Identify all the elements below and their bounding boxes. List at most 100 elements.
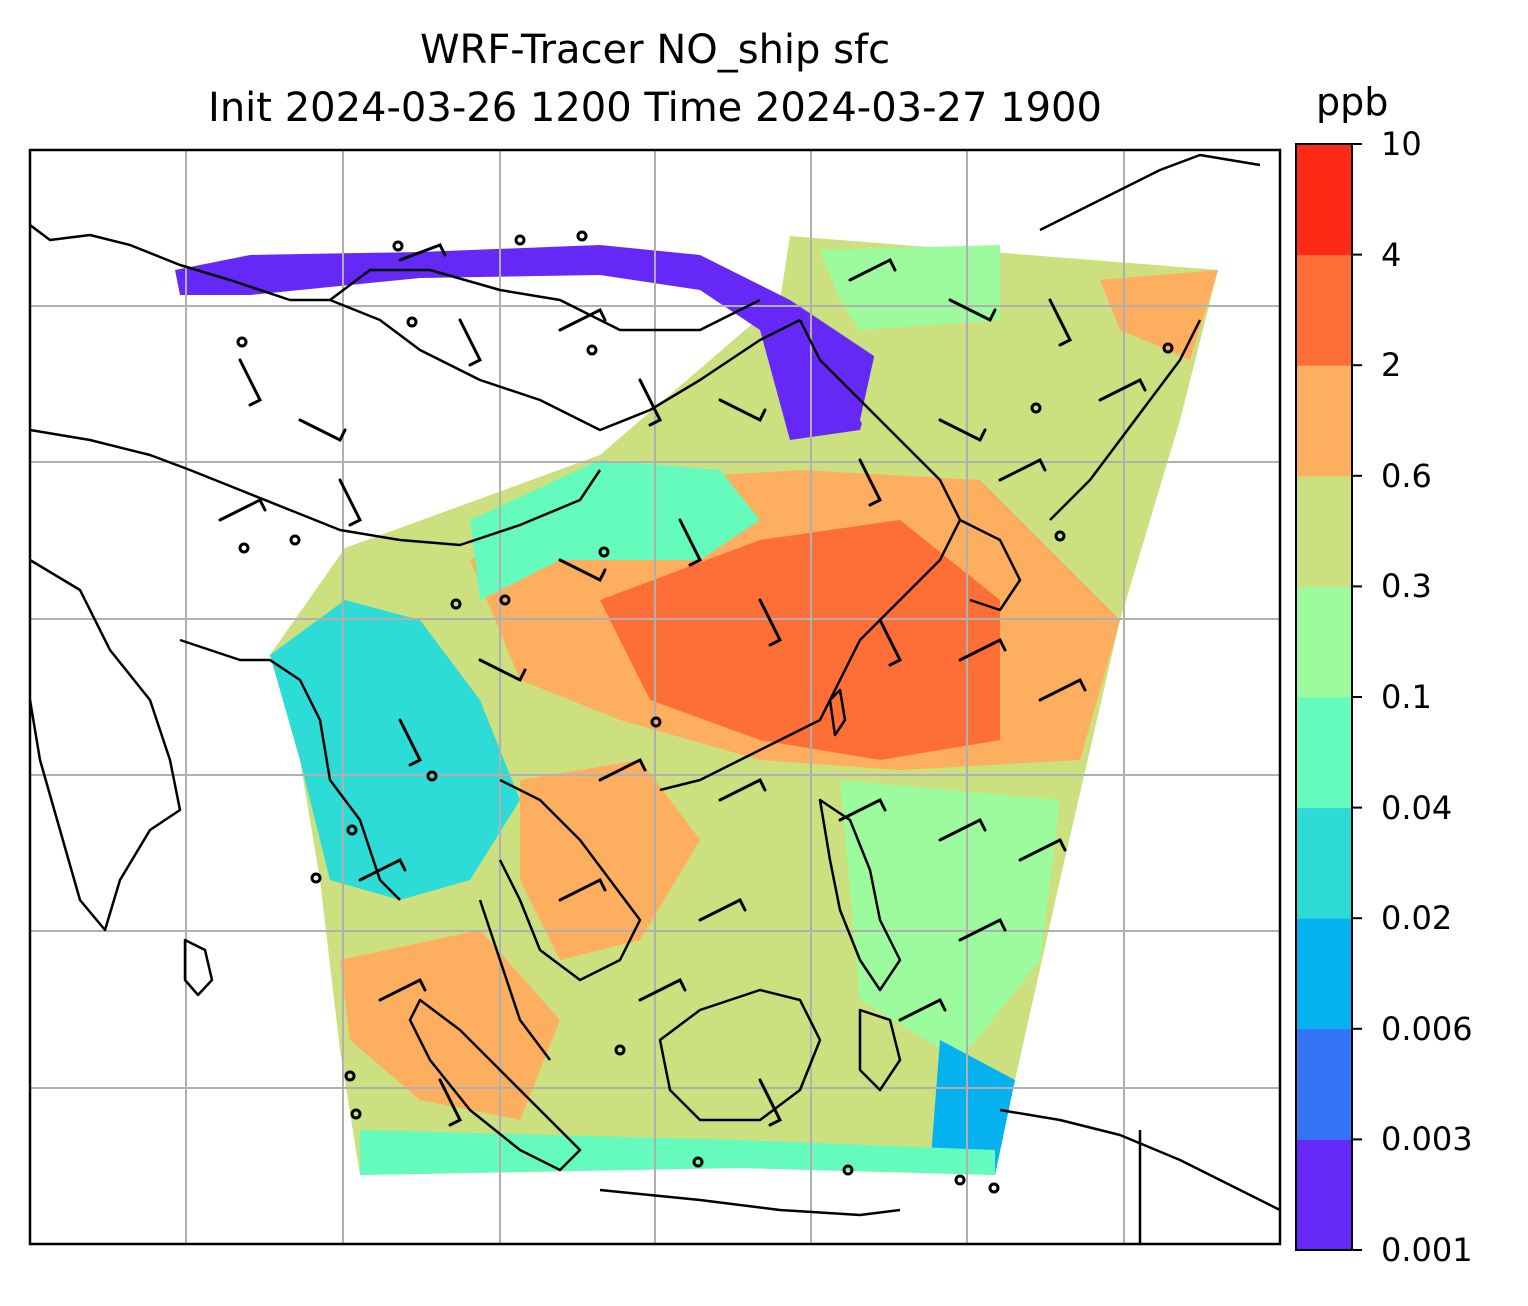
calm-circle <box>598 546 610 558</box>
map-title-line1: WRF-Tracer NO_ship sfc <box>419 27 891 73</box>
calm-circle <box>346 824 358 836</box>
calm-circle <box>392 240 404 252</box>
wind-barb <box>638 378 663 427</box>
field-west-green <box>470 460 760 600</box>
calm-circle <box>289 534 301 546</box>
sri-lanka-coastline <box>183 938 214 997</box>
wind-barb <box>838 797 887 822</box>
calm-circle <box>988 1182 1000 1194</box>
colorbar-band <box>1296 1028 1352 1140</box>
colorbar-ticks <box>1352 143 1362 1251</box>
wind-barb <box>898 997 947 1022</box>
calm-circle <box>406 316 418 328</box>
field-green-north <box>820 245 1000 330</box>
russia-far-east <box>1039 153 1261 232</box>
calm-circle <box>450 598 462 610</box>
wind-barb <box>958 917 1007 942</box>
wind-barb <box>848 257 897 282</box>
china-coast <box>659 319 962 792</box>
calm-circle <box>514 234 526 246</box>
colorbar-band <box>1296 475 1352 587</box>
wind-barb <box>948 298 997 323</box>
wind-barb <box>338 478 363 527</box>
colorbar-band <box>1296 365 1352 477</box>
wind-barb <box>398 718 423 767</box>
colorbar-band <box>1296 807 1352 919</box>
wind-barb <box>758 1078 783 1127</box>
field-south-green <box>840 780 1060 1060</box>
wind-barb <box>558 307 607 332</box>
field-china-red <box>600 520 1000 760</box>
colorbar-tick-label: 0.003 <box>1381 1120 1473 1159</box>
colorbar-tick-label: 0.02 <box>1381 899 1453 938</box>
colorbar-band <box>1296 254 1352 366</box>
mongolia-border <box>329 268 761 332</box>
calm-circle <box>954 1174 966 1186</box>
indochina-coast <box>498 778 642 982</box>
colorbar-tick-label: 0.3 <box>1381 567 1432 606</box>
wind-barb <box>598 757 647 782</box>
calm-wind-circles <box>236 230 1174 1194</box>
calm-circle <box>426 770 438 782</box>
calm-circle <box>238 542 250 554</box>
field-southeast-blue <box>930 1040 1015 1175</box>
calm-circle <box>692 1156 704 1168</box>
calm-circle <box>344 1070 356 1082</box>
colorbar-unit-label: ppb <box>1316 80 1389 124</box>
colorbar-band <box>1296 144 1352 256</box>
colorbar-tick-label: 0.006 <box>1381 1009 1473 1048</box>
wind-barb <box>1018 837 1067 862</box>
wind-barb <box>1048 298 1073 347</box>
map-frame <box>28 148 1282 1246</box>
wind-barb <box>1038 677 1087 702</box>
wind-barb <box>358 857 407 882</box>
field-west-cyan <box>270 600 520 900</box>
calm-circle <box>614 1044 626 1056</box>
calm-circle <box>576 230 588 242</box>
wind-barb <box>398 243 447 262</box>
himalaya-border <box>30 428 602 547</box>
calm-circle <box>1054 530 1066 542</box>
wind-barb <box>638 977 687 1002</box>
calm-circle <box>310 872 322 884</box>
calm-circle <box>842 1164 854 1176</box>
field-northeast-orange <box>1100 270 1218 360</box>
malay-peninsula <box>478 899 551 1061</box>
wind-barb <box>998 457 1047 482</box>
java-coast <box>599 1188 901 1217</box>
wind-barb <box>378 977 427 1002</box>
northern-border <box>30 224 801 432</box>
colorbar-band <box>1296 697 1352 809</box>
colorbar-tick-label: 0.1 <box>1381 678 1432 716</box>
colorbar-bands <box>1296 144 1352 1251</box>
calm-circle <box>650 716 662 728</box>
wind-barb <box>458 318 483 367</box>
wind-barb <box>878 618 903 667</box>
coastlines <box>30 153 1280 1244</box>
colorbar-band <box>1296 586 1352 698</box>
wind-barb <box>718 777 767 802</box>
taiwan-coast <box>828 688 847 737</box>
colorbar-band <box>1296 918 1352 1030</box>
wind-barb <box>298 418 347 443</box>
wind-barb <box>1098 377 1147 402</box>
field-northeast-ocean <box>800 240 1218 620</box>
calm-circle <box>499 594 511 606</box>
sumatra-coast <box>408 998 582 1172</box>
wind-barb <box>938 817 987 842</box>
calm-circle <box>236 336 248 348</box>
wind-barb <box>758 598 783 647</box>
borneo-coast <box>658 988 822 1122</box>
calm-circle <box>1162 342 1174 354</box>
bay-of-bengal-coast <box>179 638 401 901</box>
wind-barb <box>478 658 527 683</box>
colorbar-band <box>1296 1139 1352 1251</box>
wind-barb <box>218 497 267 522</box>
sulawesi-coast <box>858 1008 902 1092</box>
wind-barb <box>938 418 987 443</box>
field-low-north-band <box>175 245 880 440</box>
wind-barb <box>438 1078 463 1127</box>
wind-barb <box>858 458 883 507</box>
